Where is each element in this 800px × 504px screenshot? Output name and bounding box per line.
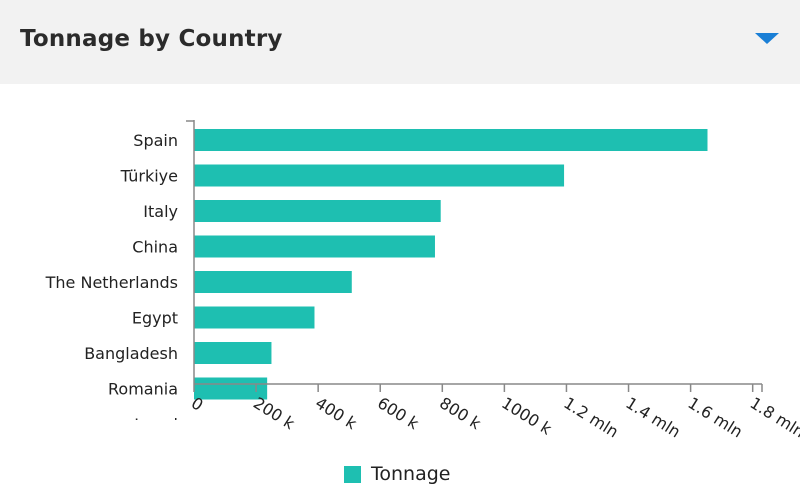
bar-the-netherlands[interactable] [194, 271, 352, 293]
bar-china[interactable] [194, 235, 435, 258]
chevron-down-icon [755, 33, 779, 44]
y-tick-label: Spain [133, 131, 178, 150]
y-tick-label: Türkiye [120, 167, 178, 186]
bar-egypt[interactable] [194, 306, 315, 329]
y-tick-label: China [132, 238, 178, 257]
dropdown-toggle[interactable] [752, 30, 782, 50]
bar-italy[interactable] [194, 200, 441, 222]
x-tick-label: 200 k [250, 393, 299, 433]
y-tick-label: Israel [134, 415, 178, 434]
y-tick-label: Romania [108, 380, 178, 399]
x-tick-label: 1.4 mln [622, 393, 684, 441]
bar-spain[interactable] [194, 129, 708, 151]
bar-t-rkiye[interactable] [194, 164, 565, 187]
x-tick-label: 1.6 mln [684, 393, 746, 441]
chart-legend[interactable]: Tonnage [344, 462, 450, 486]
y-tick-label: Bangladesh [84, 344, 178, 363]
legend-label-tonnage: Tonnage [371, 463, 451, 485]
x-tick-label: 1.8 mln [747, 393, 800, 441]
bar-chart: Spain Türkiye Italy China The Netherlands Egy… [45, 120, 800, 442]
x-tick-label: 600 k [374, 393, 423, 433]
x-tick-label: 0 [188, 393, 207, 415]
y-tick-label: The Netherlands [45, 273, 178, 292]
x-tick-label: 400 k [312, 393, 361, 433]
x-tick-label: 1.2 mln [560, 393, 622, 441]
y-tick-label: Italy [143, 202, 178, 221]
legend-swatch [344, 465, 361, 483]
bar-bangladesh[interactable] [194, 342, 272, 364]
x-tick-label: 1000 k [498, 393, 555, 439]
chart-title: Tonnage by Country [20, 26, 283, 52]
panel-header: Tonnage by Country [0, 0, 800, 84]
y-tick-label: Egypt [132, 309, 178, 328]
x-tick-label: 800 k [436, 393, 485, 433]
bar-romania[interactable] [194, 377, 268, 400]
